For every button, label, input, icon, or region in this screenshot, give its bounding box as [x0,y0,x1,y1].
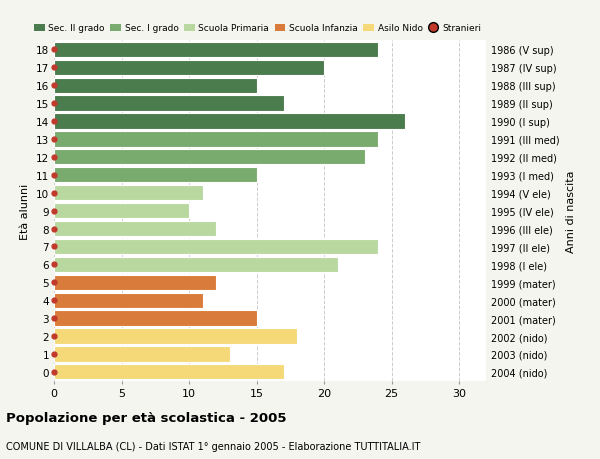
Bar [54,132,378,147]
Bar [54,61,324,76]
Bar [54,43,378,58]
Bar [54,221,216,237]
Y-axis label: Anni di nascita: Anni di nascita [566,170,577,252]
Bar [54,293,203,308]
Bar [54,329,297,344]
Bar [54,347,230,362]
Y-axis label: Età alunni: Età alunni [20,183,31,239]
Bar [54,203,189,219]
Bar [54,96,284,112]
Bar [54,185,203,201]
Text: Popolazione per età scolastica - 2005: Popolazione per età scolastica - 2005 [6,412,287,425]
Text: COMUNE DI VILLALBA (CL) - Dati ISTAT 1° gennaio 2005 - Elaborazione TUTTITALIA.I: COMUNE DI VILLALBA (CL) - Dati ISTAT 1° … [6,441,421,451]
Bar [54,168,257,183]
Bar [54,311,257,326]
Legend: Sec. II grado, Sec. I grado, Scuola Primaria, Scuola Infanzia, Asilo Nido, Stran: Sec. II grado, Sec. I grado, Scuola Prim… [34,24,481,34]
Bar [54,239,378,254]
Bar [54,78,257,94]
Bar [54,364,284,380]
Bar [54,114,405,129]
Bar [54,275,216,290]
Bar [54,150,365,165]
Bar [54,257,338,272]
